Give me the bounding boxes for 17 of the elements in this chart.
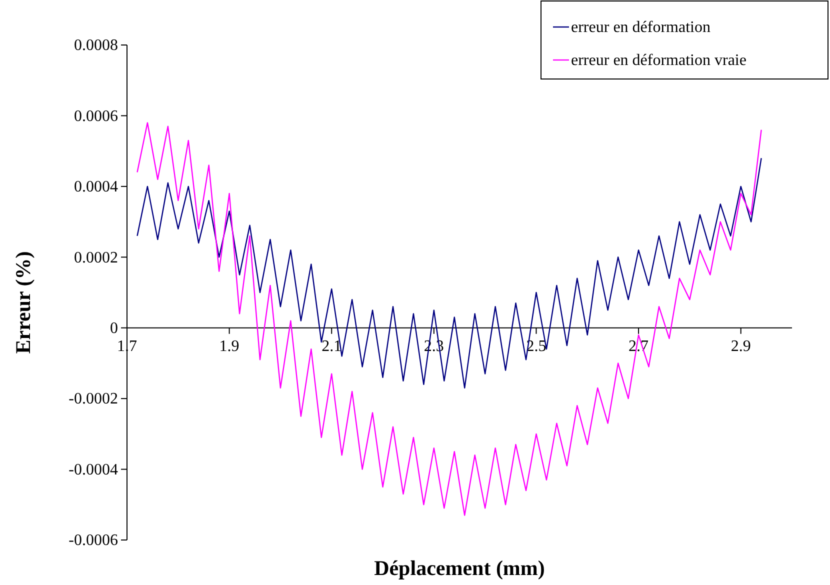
line-series	[136, 158, 762, 389]
x-axis-title: Déplacement (mm)	[374, 556, 545, 580]
y-tick-label: 0.0006	[74, 108, 118, 125]
y-tick-label: -0.0002	[68, 390, 118, 408]
y-tick-label: 0.0002	[74, 249, 118, 266]
x-tick-label: 2.1	[322, 338, 342, 356]
y-tick-label: 0.0004	[74, 178, 118, 196]
line-series	[136, 122, 762, 516]
x-tick-label: 2.9	[730, 338, 751, 356]
x-tick-label: 1.9	[219, 338, 240, 356]
y-tick-label: 0.0008	[74, 37, 118, 54]
y-tick-label: 0	[110, 320, 118, 337]
legend-label: erreur en déformation	[571, 19, 710, 36]
y-tick-label: -0.0006	[68, 532, 118, 550]
legend-label: erreur en déformation vraie	[571, 52, 746, 69]
y-axis-title: Erreur (%)	[11, 251, 35, 354]
y-tick-label: -0.0004	[68, 461, 118, 478]
